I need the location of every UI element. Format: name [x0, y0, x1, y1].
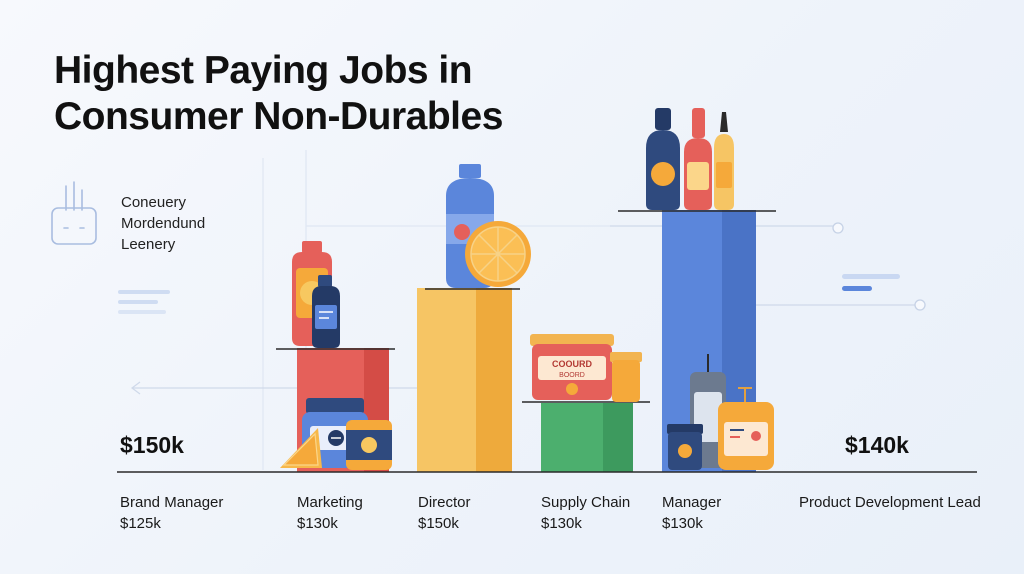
hand-icon [51, 181, 97, 245]
category-label-marketing: Marketing $130k [297, 492, 363, 534]
category-label-manager: Manager $130k [662, 492, 721, 534]
title-line-2: Consumer Non-Durables [54, 95, 503, 138]
category-label-brand-manager: Brand Manager $125k [120, 492, 223, 534]
shelf-lines [276, 210, 776, 403]
annotation-value-right: $140k [845, 432, 909, 458]
red-bottle-icon [684, 108, 712, 210]
soap-bottle-icon [718, 387, 774, 470]
legend-item: Leenery [121, 236, 176, 253]
category-value: $125k [120, 515, 161, 532]
category-name: Supply Chain [541, 494, 631, 511]
legend-item: Mordendund [121, 215, 206, 232]
legend: Coneuery Mordendund Leenery [121, 192, 205, 255]
oil-bottle-icon [714, 112, 734, 210]
category-label-director: Director $150k [418, 492, 471, 534]
category-name: Director [418, 494, 471, 511]
category-value: $150k [418, 515, 459, 532]
can-label-line-2: BOORD [559, 372, 585, 379]
category-value: $130k [662, 515, 703, 532]
category-value: $130k [541, 515, 582, 532]
product-group-manager [646, 108, 774, 470]
orange-slice-icon [280, 428, 322, 468]
title-line-1: Highest Paying Jobs in [54, 49, 473, 92]
navy-bottle-icon [312, 275, 340, 348]
legend-item: Coneuery [121, 194, 187, 211]
product-group-marketing [280, 241, 392, 470]
background-decoration [118, 150, 926, 470]
category-label-product-development-lead: Product Development Lead [799, 492, 999, 513]
product-group-supply-chain: COOURD BOORD [530, 334, 642, 402]
juice-cup-icon [610, 352, 642, 402]
product-group-director [446, 164, 531, 288]
can-label-line-1: COOURD [552, 359, 592, 369]
jar-icon [667, 424, 703, 470]
annotation-value-left: $150k [120, 432, 184, 458]
can-icon: COOURD BOORD [530, 334, 614, 400]
category-name: Marketing [297, 494, 363, 511]
chart-title: Highest Paying Jobs in Consumer Non-Dura… [54, 48, 503, 140]
category-name: Product Development Lead [799, 494, 981, 511]
category-name: Brand Manager [120, 494, 224, 511]
dark-bottle-icon [646, 108, 680, 210]
category-label-supply-chain: Supply Chain $130k [541, 492, 630, 534]
small-can-icon [346, 420, 392, 470]
category-name: Manager [662, 494, 722, 511]
category-value: $130k [297, 515, 338, 532]
orange-icon [465, 221, 531, 287]
